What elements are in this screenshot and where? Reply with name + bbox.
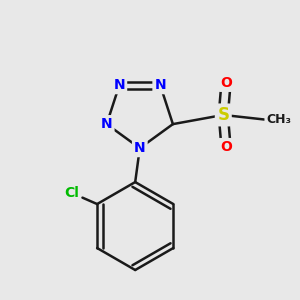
- Text: N: N: [101, 117, 112, 131]
- Text: S: S: [217, 106, 229, 124]
- Text: N: N: [154, 78, 166, 92]
- Text: N: N: [134, 141, 146, 155]
- Text: N: N: [113, 78, 125, 92]
- Text: CH₃: CH₃: [266, 113, 291, 126]
- Text: O: O: [220, 140, 232, 154]
- Text: O: O: [220, 76, 232, 90]
- Text: Cl: Cl: [64, 186, 79, 200]
